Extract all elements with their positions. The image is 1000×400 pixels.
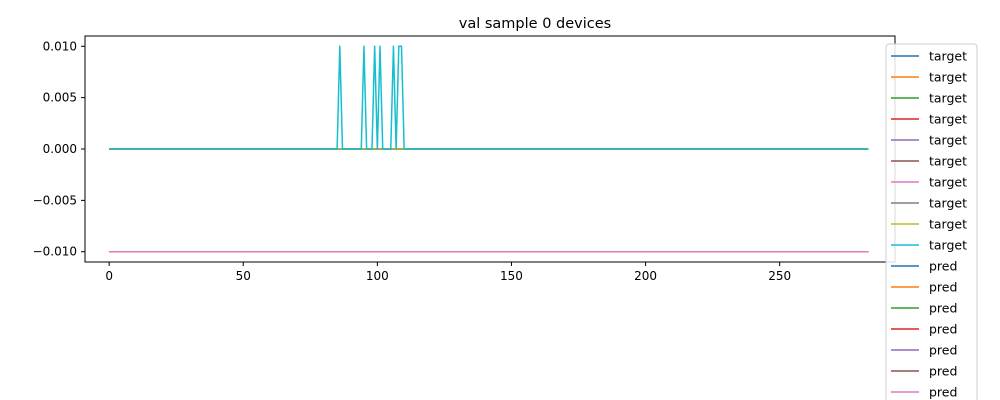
legend-label-1: target	[929, 70, 967, 85]
legend-label-3: target	[929, 112, 967, 127]
legend-label-0: target	[929, 49, 967, 64]
chart-title: val sample 0 devices	[459, 16, 611, 32]
legend-label-11: pred	[929, 280, 957, 295]
y-tick-label-2: 0.000	[43, 142, 77, 156]
legend-label-12: pred	[929, 301, 957, 316]
y-tick-label-4: −0.010	[33, 245, 77, 259]
x-tick-label-200: 200	[634, 269, 657, 283]
legend-label-15: pred	[929, 364, 957, 379]
legend-label-16: pred	[929, 385, 957, 400]
legend-label-6: target	[929, 175, 967, 190]
legend-label-14: pred	[929, 343, 957, 358]
x-tick-label-50: 50	[236, 269, 251, 283]
plot-lines	[109, 45, 869, 253]
x-tick-label-150: 150	[500, 269, 523, 283]
legend-label-7: target	[929, 196, 967, 211]
legend-label-4: target	[929, 133, 967, 148]
y-tick-label-0: 0.010	[43, 39, 77, 53]
legend-label-10: pred	[929, 259, 957, 274]
legend-box	[885, 43, 978, 400]
y-tick-label-1: 0.005	[43, 91, 77, 105]
legend-label-5: target	[929, 154, 967, 169]
x-tick-label-0: 0	[105, 269, 113, 283]
legend-label-13: pred	[929, 322, 957, 337]
x-tick-label-100: 100	[366, 269, 389, 283]
x-axis: 0 50 100 150 200 250	[105, 262, 791, 283]
legend: target target target target target target targ…	[885, 43, 978, 400]
y-axis: 0.010 0.005 0.000 −0.005 −0.010	[33, 39, 85, 259]
legend-label-9: target	[929, 238, 967, 253]
y-tick-label-3: −0.005	[33, 193, 77, 207]
x-tick-label-250: 250	[768, 269, 791, 283]
legend-label-2: target	[929, 91, 967, 106]
series-line-target-9	[109, 45, 869, 150]
legend-label-8: target	[929, 217, 967, 232]
